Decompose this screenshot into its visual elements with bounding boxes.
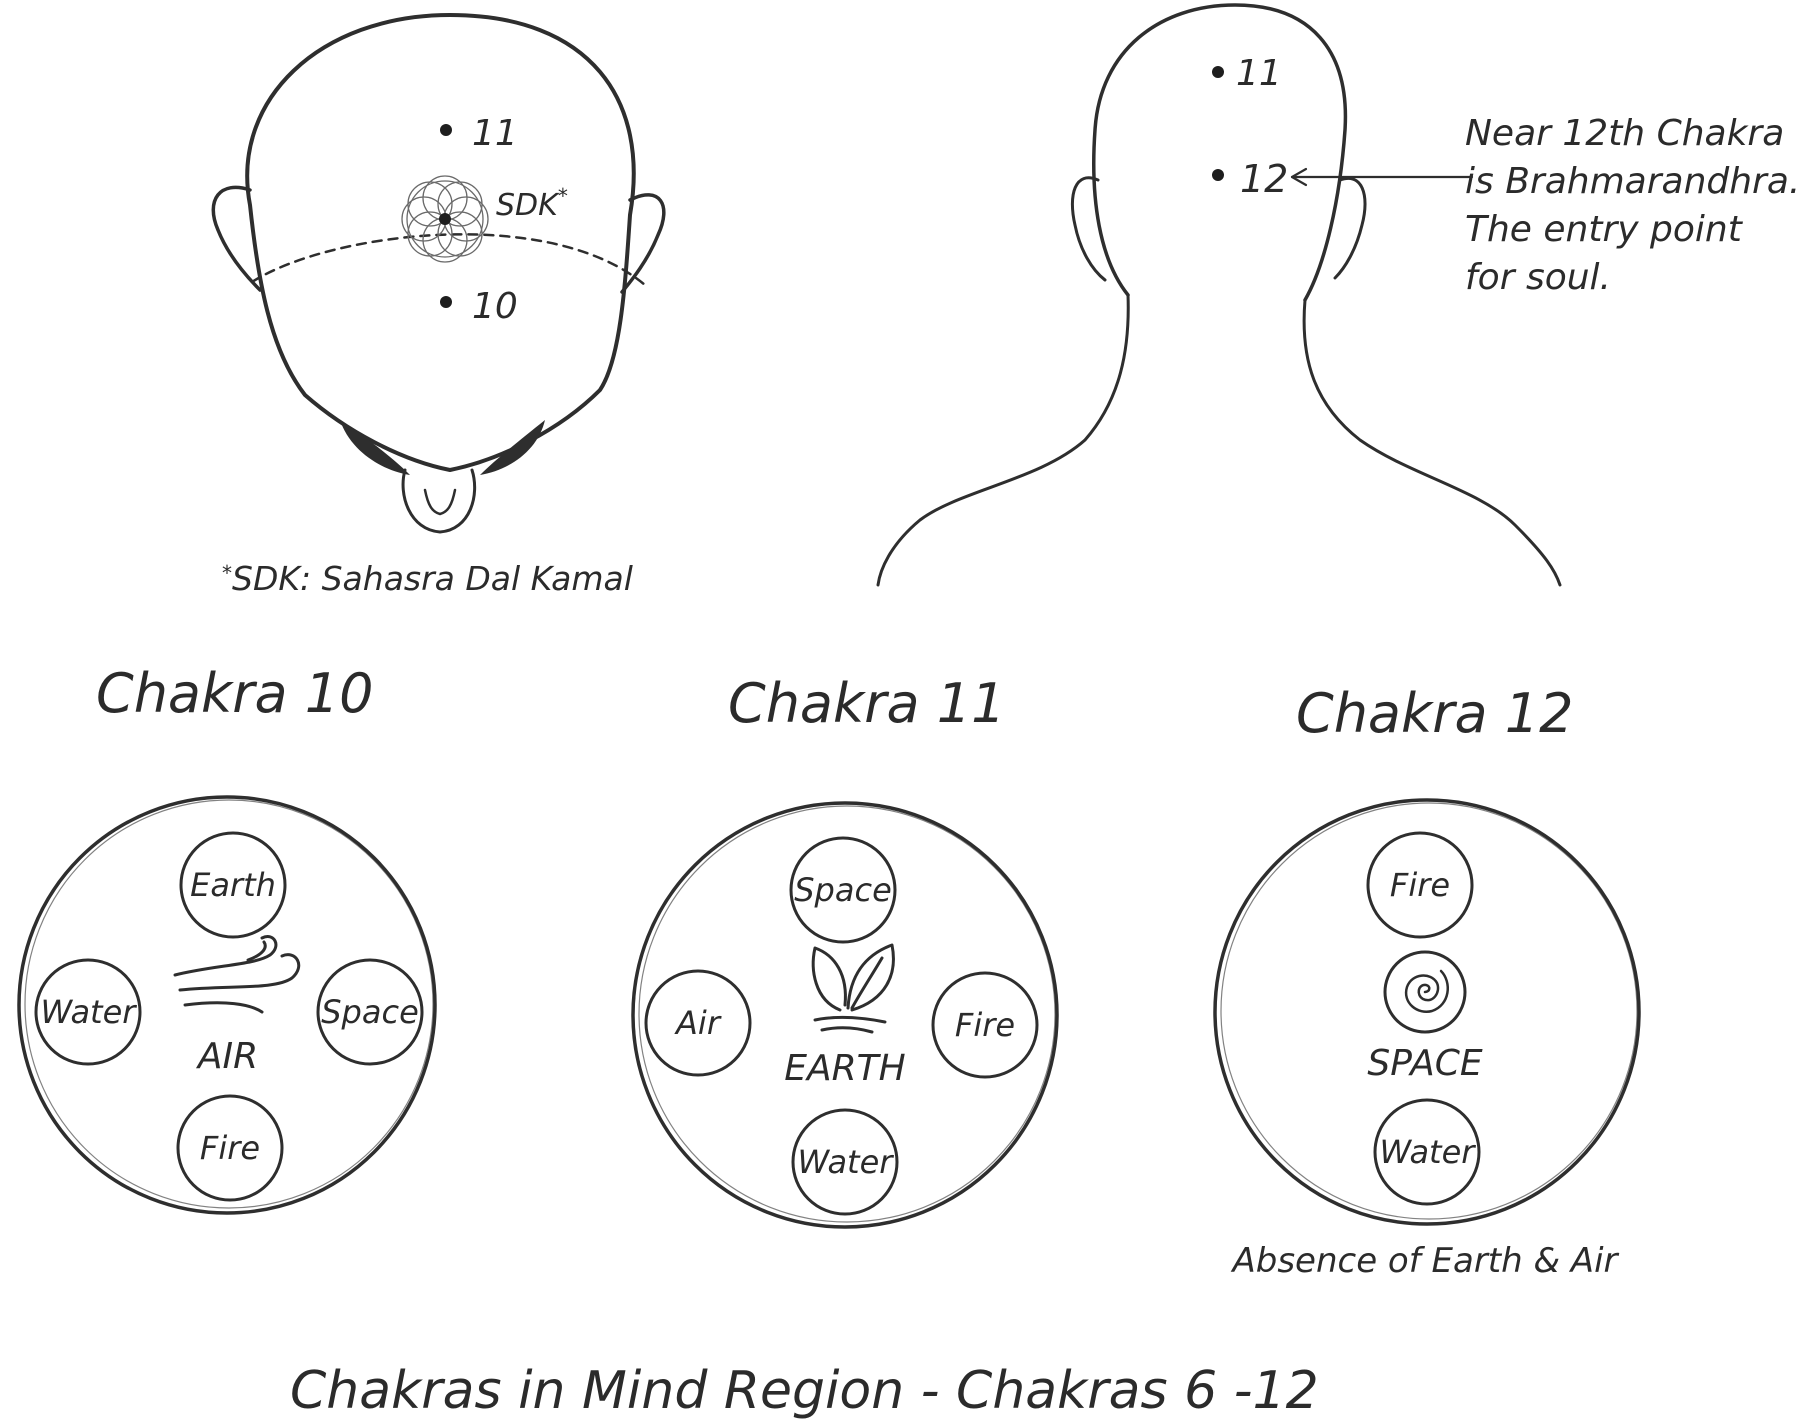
chakra-11-bottom-label: Water — [798, 1143, 895, 1181]
chakra-10-left-circle — [34, 958, 142, 1066]
chakra-12-bottom-circle — [1373, 1098, 1481, 1206]
chakra-11-element: EARTH — [784, 1048, 905, 1089]
brahmarandhra-note-line-4: for soul. — [1465, 257, 1611, 298]
back-point-12-dot — [1212, 169, 1224, 181]
chakra-10-element: AIR — [196, 1036, 258, 1077]
sahasra-dal-kamal-flower — [401, 175, 489, 263]
nose — [401, 468, 477, 534]
crown-dashed-line — [250, 233, 647, 287]
chakra-11-left-label: Air — [674, 1004, 722, 1042]
back-right-ear — [1333, 176, 1367, 280]
chakra-12-top-label: Fire — [1390, 866, 1450, 904]
head-top-view: 11 10 SDK* *SDK: Sahasra Dal Kamal — [211, 13, 666, 598]
back-point-12-label: 12 — [1240, 157, 1288, 201]
chakra-12-title: Chakra 12 — [1296, 682, 1573, 745]
back-point-11-dot — [1212, 66, 1224, 78]
chakra-10-bottom-circle — [176, 1094, 284, 1202]
diagram-title: Chakras in Mind Region - Chakras 6 -12 — [290, 1361, 1319, 1421]
point-11-dot — [440, 124, 452, 136]
chakra-11-right-circle — [931, 971, 1039, 1079]
brahmarandhra-note-line-1: Near 12th Chakra — [1465, 113, 1784, 154]
chakra-10-outer-circle — [17, 795, 437, 1215]
nose-tip — [423, 488, 457, 516]
spiral-icon — [1383, 950, 1467, 1034]
chakra-10-right-label: Space — [321, 993, 419, 1031]
left-brow — [340, 420, 410, 475]
chakra-10-left-label: Water — [41, 993, 138, 1031]
back-neck-shoulders — [876, 293, 1562, 587]
chakra-10-title: Chakra 10 — [96, 662, 373, 725]
right-ear — [620, 193, 666, 294]
chakra-11-top-label: Space — [794, 871, 892, 909]
chakra-10-right-circle — [316, 958, 424, 1066]
brahmarandhra-note-line-2: is Brahmarandhra. — [1465, 161, 1800, 202]
back-point-11-label: 11 — [1236, 53, 1282, 94]
leaf-icon — [811, 943, 895, 1034]
chakra-12-bottom-label: Water — [1380, 1133, 1477, 1171]
chakra-11-left-circle — [644, 969, 752, 1077]
chakra-10-top-circle — [179, 831, 287, 939]
sdk-label-text: SDK — [496, 188, 560, 223]
sdk-footnote: *SDK: Sahasra Dal Kamal — [222, 559, 633, 598]
head-top-outline — [245, 13, 636, 472]
chakra-10-top-label: Earth — [190, 866, 276, 904]
arrow-head — [1290, 167, 1308, 187]
point-10-dot — [440, 296, 452, 308]
sdk-asterisk: * — [558, 184, 568, 208]
back-head-outline — [1092, 3, 1348, 302]
chakra-11-right-label: Fire — [955, 1006, 1015, 1044]
point-11-label: 11 — [472, 113, 518, 154]
right-brow — [480, 420, 545, 475]
chakra-11-bottom-circle — [791, 1108, 899, 1216]
chakra-10-bottom-label: Fire — [200, 1129, 260, 1167]
chakra-12-element: SPACE — [1367, 1043, 1483, 1084]
brahmarandhra-note-line-3: The entry point — [1465, 209, 1744, 250]
chakra-11-diagram: Space Air Fire Water EARTH — [631, 801, 1059, 1229]
chakra-11-title: Chakra 11 — [728, 672, 1005, 735]
chakra-12-outer-circle — [1213, 798, 1641, 1226]
footnote-text: SDK: Sahasra Dal Kamal — [232, 559, 633, 598]
left-ear — [211, 185, 262, 292]
wind-icon — [173, 935, 301, 1014]
head-back-view: 11 12 Near 12th Chakra is Brahmarandhra.… — [876, 3, 1800, 587]
footnote-asterisk: * — [222, 561, 232, 585]
chakra-11-outer-circle — [631, 801, 1059, 1229]
chakra-10-diagram: Earth Water Space Fire AIR — [17, 795, 437, 1215]
crown-center-dot — [439, 213, 451, 225]
sdk-label: SDK* — [496, 184, 568, 223]
point-10-label: 10 — [472, 286, 518, 327]
chakra-12-diagram: Fire Water SPACE Absence of Earth & Air — [1213, 798, 1641, 1281]
chakra-12-note: Absence of Earth & Air — [1230, 1241, 1619, 1281]
chakra-11-top-circle — [789, 836, 897, 944]
chakra-12-top-circle — [1366, 831, 1474, 939]
back-left-ear — [1070, 176, 1107, 282]
